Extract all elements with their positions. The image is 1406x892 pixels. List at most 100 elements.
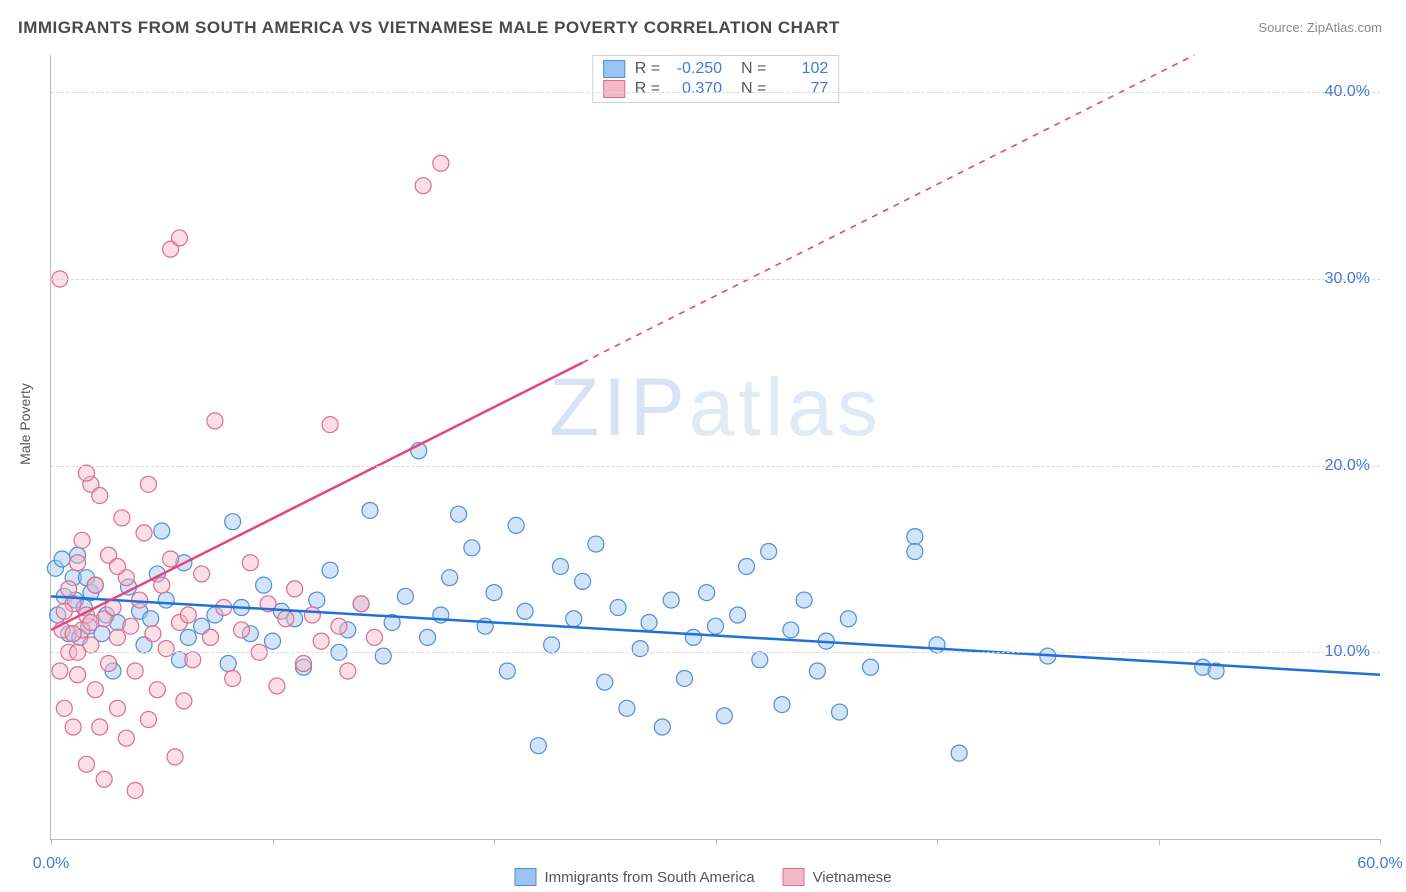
data-point bbox=[101, 656, 117, 672]
data-point bbox=[353, 596, 369, 612]
data-point bbox=[158, 641, 174, 657]
data-point bbox=[1195, 659, 1211, 675]
data-point bbox=[74, 532, 90, 548]
gridline-h bbox=[51, 92, 1380, 93]
data-point bbox=[809, 663, 825, 679]
data-point bbox=[83, 476, 99, 492]
data-point bbox=[61, 626, 77, 642]
chart-title: IMMIGRANTS FROM SOUTH AMERICA VS VIETNAM… bbox=[18, 18, 840, 38]
data-point bbox=[65, 626, 81, 642]
r-label: R = bbox=[635, 80, 660, 98]
data-point bbox=[641, 614, 657, 630]
data-point bbox=[552, 558, 568, 574]
legend-label-series1: Immigrants from South America bbox=[544, 869, 754, 886]
gridline-h bbox=[51, 466, 1380, 467]
data-point bbox=[167, 749, 183, 765]
xtick bbox=[1159, 839, 1160, 845]
data-point bbox=[78, 756, 94, 772]
data-point bbox=[96, 611, 112, 627]
trend-line bbox=[51, 596, 1380, 674]
data-point bbox=[340, 622, 356, 638]
xtick bbox=[51, 839, 52, 845]
data-point bbox=[140, 476, 156, 492]
xtick-label: 0.0% bbox=[33, 855, 69, 873]
data-point bbox=[433, 607, 449, 623]
data-point bbox=[951, 745, 967, 761]
data-point bbox=[304, 607, 320, 623]
xtick bbox=[494, 839, 495, 845]
data-point bbox=[508, 517, 524, 533]
data-point bbox=[56, 603, 72, 619]
data-point bbox=[92, 719, 108, 735]
data-point bbox=[194, 566, 210, 582]
data-point bbox=[907, 529, 923, 545]
data-point bbox=[796, 592, 812, 608]
data-point bbox=[78, 607, 94, 623]
data-point bbox=[610, 600, 626, 616]
data-point bbox=[47, 560, 63, 576]
data-point bbox=[411, 443, 427, 459]
data-point bbox=[176, 693, 192, 709]
data-point bbox=[296, 659, 312, 675]
data-point bbox=[783, 622, 799, 638]
data-point bbox=[233, 600, 249, 616]
data-point bbox=[54, 622, 70, 638]
data-point bbox=[397, 588, 413, 604]
data-point bbox=[929, 637, 945, 653]
data-point bbox=[530, 738, 546, 754]
data-point bbox=[171, 652, 187, 668]
data-point bbox=[87, 577, 103, 593]
data-point bbox=[163, 551, 179, 567]
data-point bbox=[256, 577, 272, 593]
data-point bbox=[127, 782, 143, 798]
data-point bbox=[61, 581, 77, 597]
xtick bbox=[716, 839, 717, 845]
ytick-label: 40.0% bbox=[1325, 83, 1370, 101]
data-point bbox=[685, 629, 701, 645]
data-point bbox=[149, 682, 165, 698]
xtick bbox=[273, 839, 274, 845]
data-point bbox=[433, 155, 449, 171]
data-point bbox=[499, 663, 515, 679]
data-point bbox=[716, 708, 732, 724]
data-point bbox=[76, 600, 92, 616]
data-point bbox=[242, 555, 258, 571]
xtick bbox=[1380, 839, 1381, 845]
data-point bbox=[143, 611, 159, 627]
r-value-series1: -0.250 bbox=[668, 60, 722, 78]
data-point bbox=[180, 629, 196, 645]
data-point bbox=[451, 506, 467, 522]
data-point bbox=[544, 637, 560, 653]
data-point bbox=[109, 558, 125, 574]
data-point bbox=[140, 712, 156, 728]
data-point bbox=[663, 592, 679, 608]
data-point bbox=[566, 611, 582, 627]
data-point bbox=[362, 502, 378, 518]
data-point bbox=[83, 614, 99, 630]
data-point bbox=[118, 730, 134, 746]
data-point bbox=[632, 641, 648, 657]
legend-row-series1: R = -0.250 N = 102 bbox=[603, 60, 829, 78]
data-point bbox=[486, 585, 502, 601]
gridline-h bbox=[51, 652, 1380, 653]
data-point bbox=[730, 607, 746, 623]
data-point bbox=[98, 607, 114, 623]
trend-line bbox=[51, 363, 583, 630]
data-point bbox=[87, 577, 103, 593]
data-point bbox=[132, 603, 148, 619]
data-point bbox=[65, 570, 81, 586]
data-point bbox=[619, 700, 635, 716]
data-point bbox=[78, 465, 94, 481]
data-point bbox=[109, 700, 125, 716]
data-point bbox=[163, 241, 179, 257]
data-point bbox=[136, 637, 152, 653]
data-point bbox=[67, 592, 83, 608]
legend-item-series1: Immigrants from South America bbox=[514, 868, 754, 886]
data-point bbox=[72, 629, 88, 645]
legend-row-series2: R = 0.370 N = 77 bbox=[603, 80, 829, 98]
data-point bbox=[81, 618, 97, 634]
xtick-label: 60.0% bbox=[1357, 855, 1402, 873]
data-point bbox=[654, 719, 670, 735]
data-point bbox=[149, 566, 165, 582]
data-point bbox=[242, 626, 258, 642]
